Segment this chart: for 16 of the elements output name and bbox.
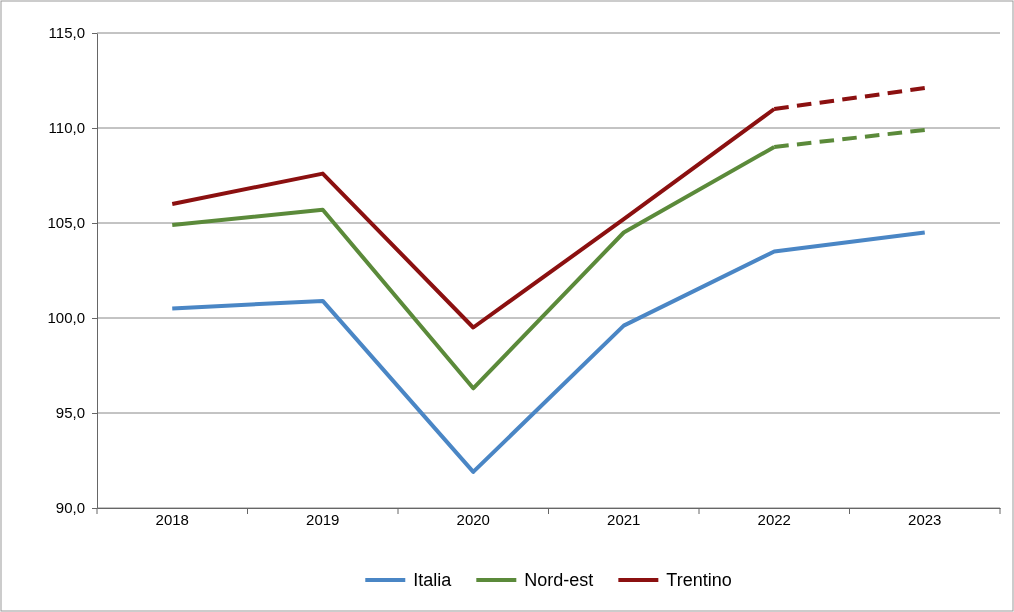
y-tick-label: 110,0 xyxy=(48,119,85,137)
y-tick-label: 95,0 xyxy=(55,404,85,422)
x-tick-label: 2020 xyxy=(456,511,490,528)
x-tick-label: 2023 xyxy=(908,511,942,528)
x-tick-label: 2021 xyxy=(607,511,641,528)
x-tick-label: 2022 xyxy=(757,511,791,528)
y-tick-label: 105,0 xyxy=(47,214,85,232)
x-tick-label: 2018 xyxy=(155,511,189,528)
y-tick-label: 115,0 xyxy=(48,24,85,42)
y-tick-label: 100,0 xyxy=(47,309,85,327)
line-series xyxy=(170,230,927,474)
y-tick-label: 90,0 xyxy=(55,499,85,517)
legend-label: Trentino xyxy=(666,570,732,590)
legend-label: Italia xyxy=(413,570,453,590)
legend-label: Nord-est xyxy=(524,570,594,590)
x-tick-label: 2019 xyxy=(306,511,340,528)
